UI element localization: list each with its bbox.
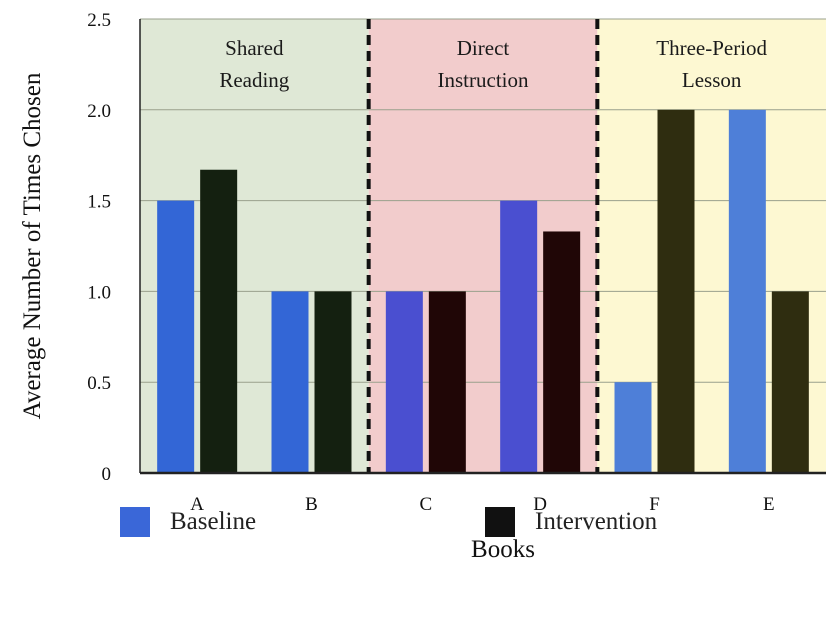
region-label-3-line-1: Three-Period [656,36,767,60]
y-tick-label-6: 2.5 [87,10,111,31]
region-label-3-line-2: Lesson [682,68,742,92]
region-label-1-line-1: Shared [225,36,284,60]
bar-F-intervention [657,109,695,474]
x-tick-label-F: F [649,494,660,515]
x-tick-label-D: D [533,494,547,515]
legend-intervention-swatch [485,507,515,537]
chart-labels: Shared Reading Direct Instruction Three-Peri… [19,10,775,563]
y-tick-label-2: 0.5 [87,373,111,394]
y-tick-label-3: 1.0 [87,282,111,303]
axes [139,19,826,475]
x-axis-title: Books [471,536,535,563]
bars [157,109,809,474]
y-tick-label-5: 2.0 [87,101,111,122]
bar-A-baseline [157,200,195,473]
region-dividers [366,19,600,473]
legend-baseline-swatch [120,507,150,537]
y-tick-label-4: 1.5 [87,192,111,213]
bar-B-intervention [314,291,352,473]
bar-C-baseline [385,291,423,473]
x-tick-label-A: A [190,494,204,515]
x-tick-label-B: B [305,494,318,515]
legend-baseline: Baseline [120,502,256,542]
region-label-2-line-1: Direct [457,36,510,60]
y-axis-title: Average Number of Times Chosen [19,72,46,419]
bar-A-intervention [200,169,238,473]
x-tick-label-E: E [763,494,775,515]
region-label-1-line-2: Reading [219,68,289,92]
gridlines [140,18,826,383]
bar-E-baseline [728,109,766,474]
bar-D-intervention [543,231,581,473]
y-tick-label-1: 0 [102,464,112,485]
bar-B-baseline [271,291,309,473]
bar-E-intervention [771,291,809,473]
legend-intervention-label: Intervention [535,508,658,535]
bar-C-intervention [428,291,466,473]
bar-F-baseline [614,382,652,473]
x-tick-label-C: C [419,494,432,515]
region-label-2-line-2: Instruction [438,68,529,92]
legend-baseline-label: Baseline [170,508,257,535]
legend-intervention: Intervention [485,502,657,542]
bar-D-baseline [500,200,538,473]
